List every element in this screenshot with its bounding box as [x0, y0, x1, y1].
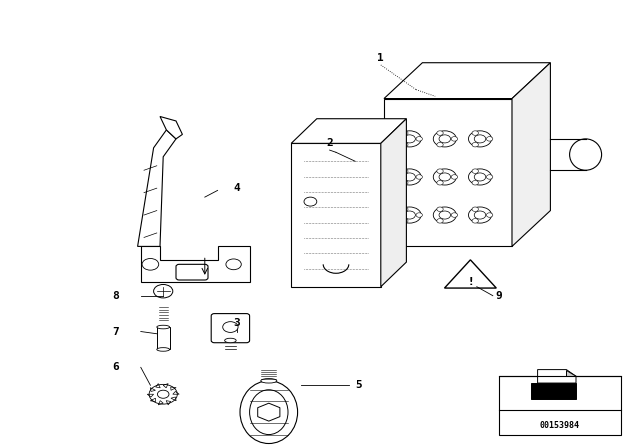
Circle shape	[416, 175, 422, 179]
Circle shape	[433, 131, 456, 147]
Text: 1: 1	[378, 53, 384, 63]
Circle shape	[437, 142, 443, 147]
Circle shape	[398, 131, 421, 147]
Circle shape	[404, 173, 415, 181]
Ellipse shape	[240, 381, 298, 444]
Text: 7: 7	[112, 327, 118, 336]
Polygon shape	[381, 119, 406, 287]
Circle shape	[402, 181, 408, 185]
Circle shape	[474, 135, 486, 143]
Circle shape	[154, 284, 173, 298]
Text: 6: 6	[112, 362, 118, 372]
Circle shape	[304, 197, 317, 206]
Circle shape	[402, 169, 408, 173]
Circle shape	[416, 137, 422, 141]
Circle shape	[157, 390, 169, 398]
Circle shape	[451, 137, 458, 141]
Polygon shape	[531, 383, 576, 399]
Polygon shape	[445, 260, 497, 288]
Circle shape	[437, 181, 443, 185]
Circle shape	[223, 322, 238, 332]
Circle shape	[404, 211, 415, 219]
Circle shape	[474, 173, 486, 181]
Circle shape	[398, 207, 421, 223]
Polygon shape	[156, 383, 160, 388]
Circle shape	[474, 211, 486, 219]
Circle shape	[486, 213, 493, 217]
Circle shape	[433, 207, 456, 223]
Circle shape	[439, 173, 451, 181]
Bar	[384, 99, 512, 246]
Circle shape	[486, 175, 493, 179]
Ellipse shape	[250, 390, 288, 435]
Polygon shape	[158, 401, 163, 405]
Text: 3: 3	[234, 318, 240, 327]
Circle shape	[437, 207, 444, 211]
Circle shape	[439, 135, 451, 143]
Circle shape	[433, 169, 456, 185]
Text: 5: 5	[355, 380, 362, 390]
Ellipse shape	[570, 139, 602, 170]
Polygon shape	[147, 394, 154, 397]
Circle shape	[402, 142, 408, 147]
Text: 9: 9	[496, 291, 502, 301]
Circle shape	[437, 131, 444, 135]
Ellipse shape	[157, 348, 170, 351]
Circle shape	[472, 142, 478, 147]
Bar	[499, 376, 621, 435]
Circle shape	[472, 169, 479, 173]
Ellipse shape	[225, 338, 236, 343]
Circle shape	[472, 181, 478, 185]
Polygon shape	[171, 397, 176, 401]
Circle shape	[402, 219, 408, 223]
Circle shape	[437, 169, 444, 173]
Circle shape	[472, 219, 478, 223]
Text: 2: 2	[326, 138, 333, 148]
Circle shape	[439, 211, 451, 219]
Circle shape	[416, 213, 422, 217]
Text: 4: 4	[234, 183, 240, 193]
Polygon shape	[538, 370, 576, 383]
Ellipse shape	[261, 379, 277, 383]
Circle shape	[468, 169, 492, 185]
Circle shape	[472, 131, 479, 135]
Text: 8: 8	[112, 291, 118, 301]
Polygon shape	[138, 130, 176, 246]
Circle shape	[437, 219, 443, 223]
Polygon shape	[512, 63, 550, 246]
Polygon shape	[173, 392, 179, 394]
Circle shape	[402, 207, 408, 211]
Bar	[291, 143, 381, 287]
Circle shape	[468, 131, 492, 147]
FancyBboxPatch shape	[211, 314, 250, 343]
Ellipse shape	[157, 325, 170, 329]
Circle shape	[142, 258, 159, 270]
Text: !: !	[468, 277, 473, 287]
Polygon shape	[141, 246, 250, 282]
Polygon shape	[150, 398, 156, 401]
Circle shape	[404, 135, 415, 143]
Circle shape	[472, 207, 479, 211]
Circle shape	[486, 137, 493, 141]
FancyBboxPatch shape	[176, 264, 208, 280]
Circle shape	[451, 213, 458, 217]
Circle shape	[226, 259, 241, 270]
Polygon shape	[258, 403, 280, 421]
Polygon shape	[150, 388, 156, 392]
Polygon shape	[384, 63, 550, 99]
Text: 00153984: 00153984	[540, 421, 580, 430]
Polygon shape	[566, 370, 576, 376]
Circle shape	[402, 131, 408, 135]
Circle shape	[398, 169, 421, 185]
Polygon shape	[160, 116, 182, 139]
Circle shape	[468, 207, 492, 223]
Polygon shape	[291, 119, 406, 143]
Bar	[157, 327, 170, 349]
Polygon shape	[171, 387, 176, 390]
Polygon shape	[163, 383, 168, 388]
Polygon shape	[166, 401, 171, 405]
Circle shape	[451, 175, 458, 179]
